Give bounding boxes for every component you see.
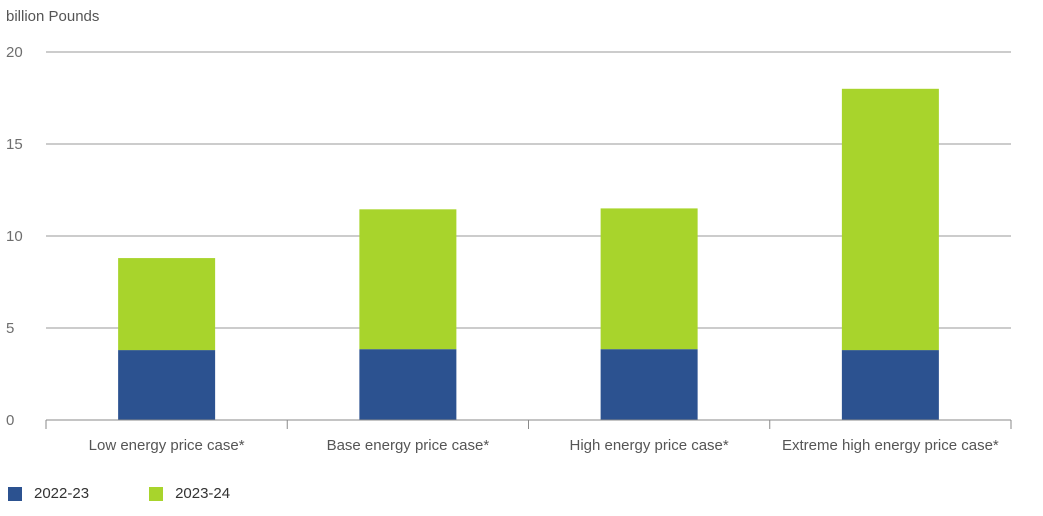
bar-segment-2022-23 — [359, 349, 457, 420]
bar-segment-2023-24 — [600, 208, 698, 350]
legend-item-2022-23: 2022-23 — [8, 485, 89, 502]
x-category-label: High energy price case* — [569, 437, 728, 454]
legend-swatch-2023-24 — [149, 486, 164, 501]
bar-segment-2022-23 — [841, 350, 939, 420]
legend-label-2023-24: 2023-24 — [175, 485, 231, 502]
legend-swatch-2022-23 — [8, 486, 22, 501]
x-category-label: Extreme high energy price case* — [782, 437, 999, 454]
legend-label-2022-23: 2022-23 — [34, 485, 90, 502]
x-category-label: Base energy price case* — [327, 437, 490, 454]
bar-segment-2022-23 — [118, 350, 216, 420]
legend: 2022-23 2023-24 — [8, 485, 290, 502]
y-tick-label: 10 — [6, 228, 23, 245]
x-category-label: Low energy price case* — [89, 437, 245, 454]
bar-segment-2023-24 — [118, 258, 216, 351]
y-tick-label: 15 — [6, 136, 23, 153]
y-axis-unit-label: billion Pounds — [6, 8, 99, 25]
y-tick-label: 0 — [6, 412, 14, 429]
bar-segment-2023-24 — [359, 209, 457, 350]
bars — [118, 88, 939, 420]
y-tick-label: 5 — [6, 320, 14, 337]
y-axis-ticks: 0 5 10 15 20 — [6, 44, 23, 429]
y-tick-label: 20 — [6, 44, 23, 61]
bar-chart: billion Pounds 0 5 10 15 20 Low energy price… — [6, 8, 1012, 454]
x-axis: Low energy price case* Base energy price … — [45, 419, 1012, 454]
bar-segment-2023-24 — [841, 88, 939, 351]
bar-segment-2022-23 — [600, 349, 698, 420]
legend-item-2023-24: 2023-24 — [149, 485, 230, 502]
